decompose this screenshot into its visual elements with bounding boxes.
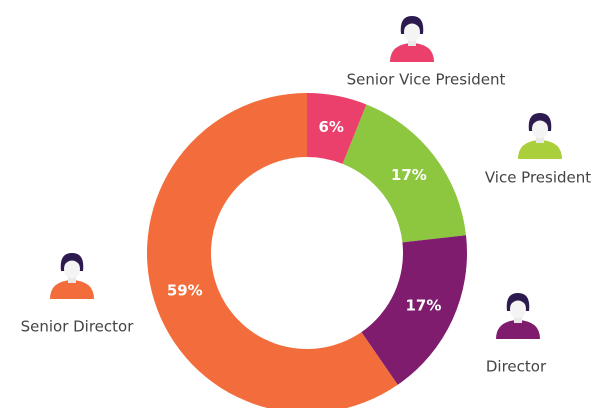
donut-slice bbox=[147, 93, 398, 408]
category-label: Senior Vice President bbox=[347, 71, 506, 89]
person-icon bbox=[496, 293, 540, 339]
category-label: Vice President bbox=[485, 169, 591, 187]
category-label: Director bbox=[486, 358, 547, 376]
donut-slice bbox=[342, 104, 467, 243]
value-label: 17% bbox=[405, 297, 441, 315]
person-icon bbox=[390, 16, 434, 62]
donut-slice bbox=[307, 93, 367, 164]
person-icon bbox=[518, 113, 562, 159]
value-label: 6% bbox=[318, 118, 343, 136]
value-label: 59% bbox=[167, 282, 203, 300]
person-icon bbox=[50, 253, 94, 299]
value-label: 17% bbox=[391, 166, 427, 184]
donut-slice bbox=[361, 235, 467, 385]
category-label: Senior Director bbox=[21, 318, 135, 336]
